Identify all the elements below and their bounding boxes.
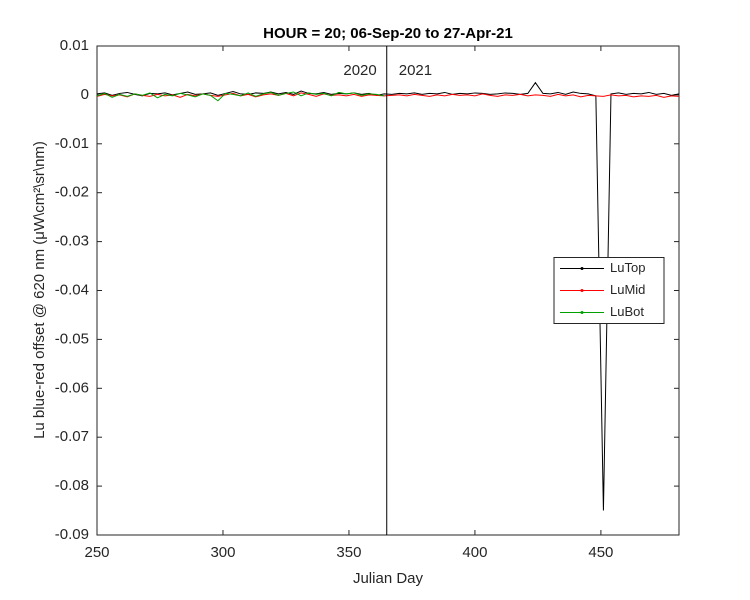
data-line	[96, 91, 385, 102]
data-line	[96, 81, 680, 511]
legend-marker	[580, 289, 584, 292]
y-axis-label: Lu blue-red offset @ 620 nm (μW\cm²\sr\n…	[31, 141, 48, 439]
y-tick-label: 0	[81, 86, 89, 103]
legend-label: LuTop	[610, 260, 645, 275]
x-tick-label: 300	[210, 544, 235, 561]
x-axis-label: Julian Day	[353, 570, 424, 587]
annotation: 2020	[343, 62, 376, 79]
legend-marker	[580, 267, 584, 270]
annotation: 2021	[399, 62, 432, 79]
y-tick-label: -0.07	[55, 428, 89, 445]
x-tick-label: 250	[84, 544, 109, 561]
y-tick-label: -0.04	[55, 281, 89, 298]
y-tick-label: -0.02	[55, 184, 89, 201]
y-tick-label: -0.01	[55, 135, 89, 152]
x-tick-label: 350	[336, 544, 361, 561]
chart-title: HOUR = 20; 06-Sep-20 to 27-Apr-21	[263, 25, 513, 42]
legend-label: LuMid	[610, 282, 645, 297]
x-tick-label: 450	[588, 544, 613, 561]
y-tick-label: -0.09	[55, 526, 89, 543]
x-tick-label: 400	[462, 544, 487, 561]
y-tick-label: -0.06	[55, 379, 89, 396]
legend-label: LuBot	[610, 304, 644, 319]
y-tick-label: -0.05	[55, 330, 89, 347]
legend-marker	[580, 311, 584, 314]
y-tick-label: 0.01	[60, 37, 89, 54]
data-line	[96, 92, 680, 98]
y-tick-label: -0.08	[55, 477, 89, 494]
y-tick-label: -0.03	[55, 233, 89, 250]
